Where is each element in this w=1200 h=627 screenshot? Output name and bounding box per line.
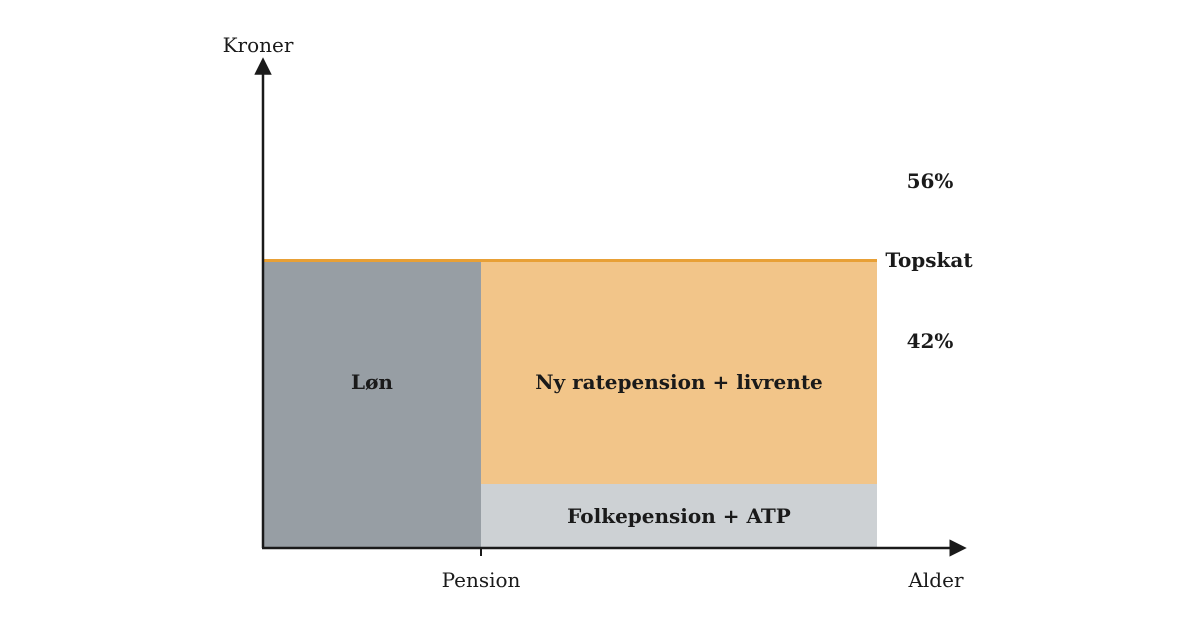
x-axis-label: Alder — [907, 568, 963, 592]
rate-above-label: 56% — [907, 169, 954, 193]
rate-below-label: 42% — [907, 329, 954, 353]
salary-label: Løn — [351, 370, 393, 394]
y-axis-label: Kroner — [223, 33, 294, 57]
base-pension-region — [481, 484, 877, 548]
pension-region — [481, 260, 877, 484]
topskat-label: Topskat — [885, 248, 973, 272]
base-pension-label: Folkepension + ATP — [567, 504, 791, 528]
salary-region — [263, 260, 481, 548]
pension-label: Ny ratepension + livrente — [535, 370, 823, 394]
pension-tick-label: Pension — [442, 568, 521, 592]
